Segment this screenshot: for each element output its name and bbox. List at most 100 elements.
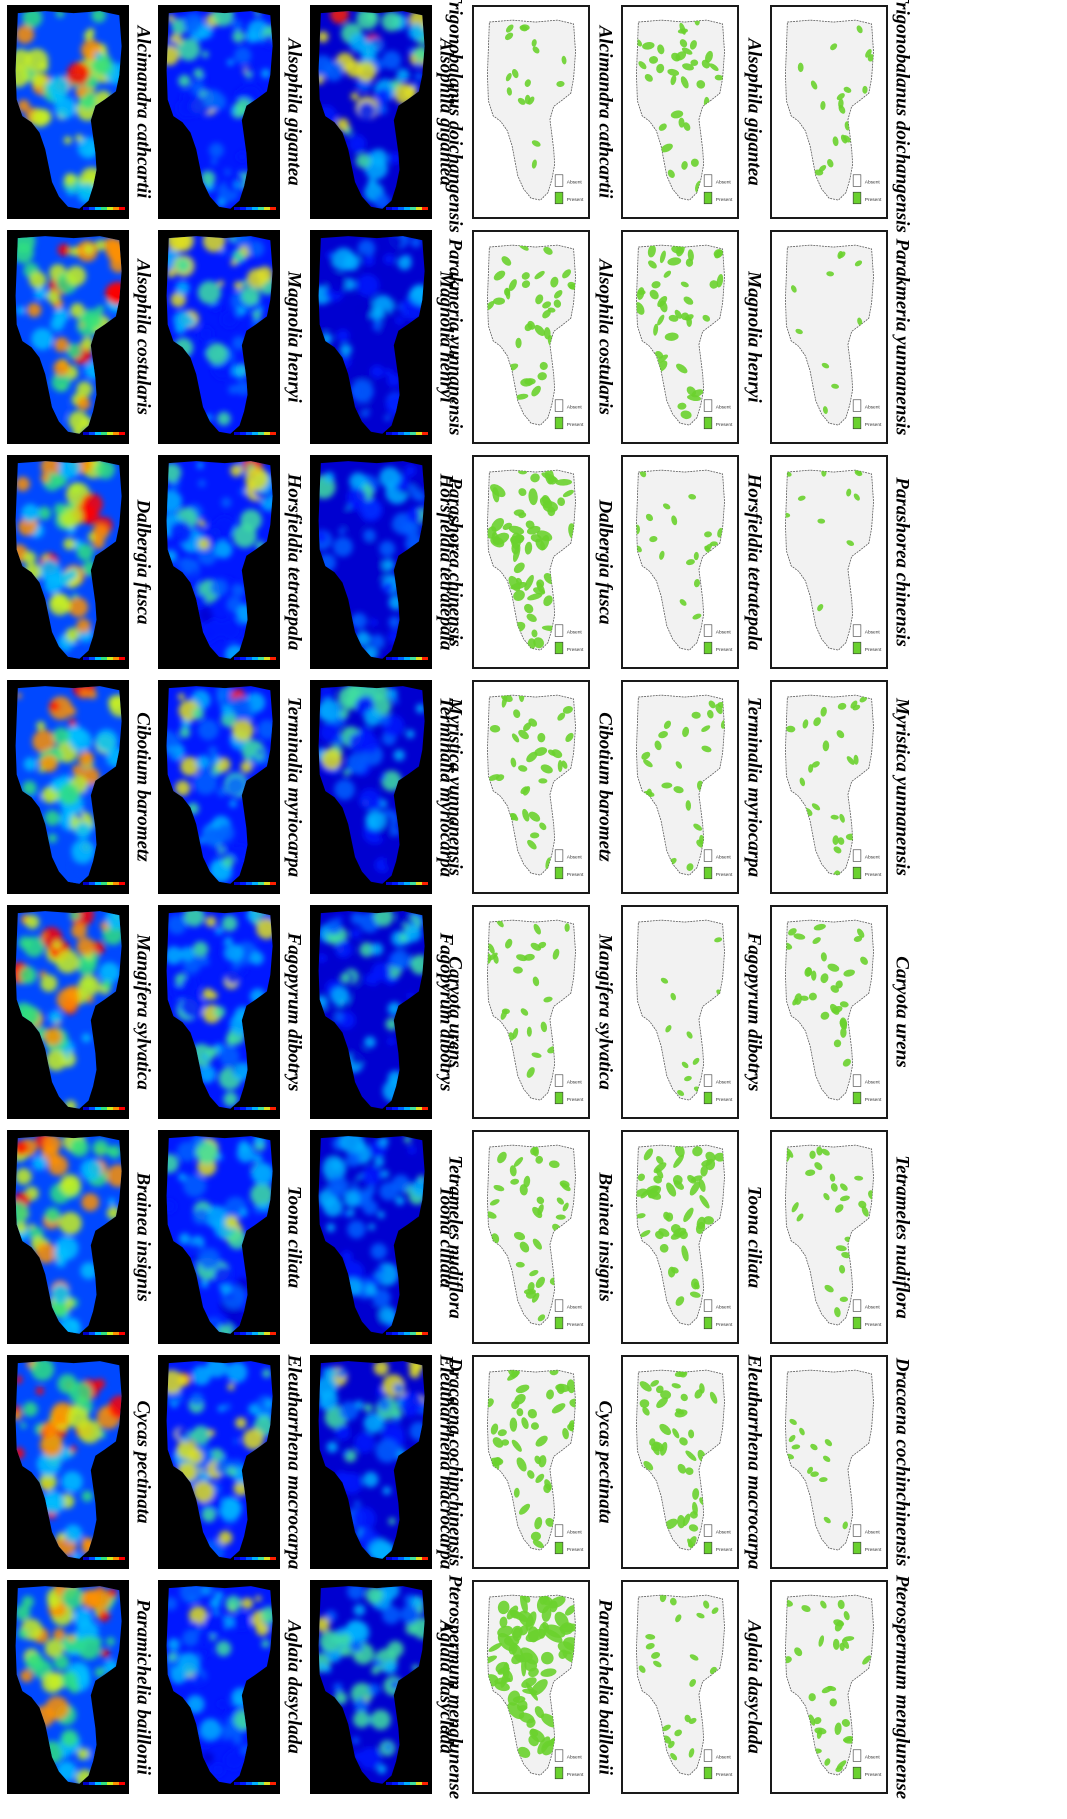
legend-absent-label: Absent [865,1079,881,1085]
presence-map: Absent Present [472,905,590,1119]
legend-absent-label: Absent [716,1754,732,1760]
species-label: Aglaia dasyclada [743,1620,765,1754]
suitability-map [158,1580,280,1794]
species-label: Parashorea chinensis [444,477,466,647]
suitability-map [158,230,280,444]
species-label: Eleutharrhena macrocarpa [743,1354,765,1570]
suitability-map [7,1130,129,1344]
species-label: Cycas pectinata [132,1400,154,1524]
suitability-map [158,905,280,1119]
legend-absent-label: Absent [716,1304,732,1310]
species-label: Toona ciliata [743,1185,765,1289]
species-label: Dalbergia fusca [594,499,616,625]
species-label: Mangifera sylvatica [132,934,154,1090]
legend-present-label: Present [567,197,584,203]
species-label: Pterospermum menglunense [891,1574,913,1800]
legend-present-label: Present [567,647,584,653]
presence-map: Absent Present [472,455,590,669]
legend-absent-label: Absent [716,404,732,410]
legend-present-label: Present [567,1772,584,1778]
presence-map: Absent Present [621,680,739,894]
legend-absent-label: Absent [865,179,881,185]
suitability-map [310,905,432,1119]
legend-present-label: Present [567,422,584,428]
legend-present-label: Present [865,197,882,203]
legend-present-label: Present [716,1097,733,1103]
presence-map: Absent Present [770,5,888,219]
presence-map: Absent Present [621,1355,739,1569]
species-label: Alsophila gigantea [743,38,765,186]
species-label: Myristica yunnanensis [444,698,466,876]
presence-map: Absent Present [770,1355,888,1569]
suitability-map [7,680,129,894]
species-label: Cibotium barometz [594,712,616,862]
legend-absent-label: Absent [865,1529,881,1535]
species-label: Brainea insignis [594,1172,616,1302]
presence-map: Absent Present [472,1580,590,1794]
suitability-map [7,455,129,669]
suitability-map [310,230,432,444]
presence-map: Absent Present [621,1580,739,1794]
presence-map: Absent Present [770,680,888,894]
suitability-map [310,455,432,669]
suitability-map [7,1355,129,1569]
legend-present-label: Present [716,647,733,653]
suitability-map [158,1355,280,1569]
species-label: Eleutharrhena macrocarpa [283,1354,305,1570]
presence-map: Absent Present [621,5,739,219]
legend-present-label: Present [865,422,882,428]
presence-map: Absent Present [472,5,590,219]
legend-absent-label: Absent [865,1304,881,1310]
legend-present-label: Present [716,1772,733,1778]
legend-absent-label: Absent [865,854,881,860]
legend-present-label: Present [716,422,733,428]
species-label: Alsophila costularis [132,259,154,415]
species-label: Caryota urens [891,956,913,1068]
presence-map: Absent Present [472,230,590,444]
legend-absent-label: Absent [865,1754,881,1760]
legend-absent-label: Absent [567,404,583,410]
species-label: Paramichelia baillonii [132,1599,154,1775]
species-label: Parakmeria yunnanensis [444,238,466,436]
legend-absent-label: Absent [567,1754,583,1760]
species-label: Alsophila gigantea [283,38,305,186]
legend-absent-label: Absent [567,1079,583,1085]
legend-present-label: Present [865,1547,882,1553]
legend-absent-label: Absent [567,1529,583,1535]
presence-map: Absent Present [621,455,739,669]
species-label: Cycas pectinata [594,1400,616,1524]
presence-map: Absent Present [770,1580,888,1794]
suitability-map [310,1355,432,1569]
species-label: Trigonobalanus doichangensis [444,0,466,233]
legend-present-label: Present [865,872,882,878]
presence-map: Absent Present [621,905,739,1119]
species-label: Alsophila costularis [594,259,616,415]
presence-map: Absent Present [621,1130,739,1344]
presence-map: Absent Present [621,230,739,444]
legend-absent-label: Absent [567,1304,583,1310]
suitability-map [310,680,432,894]
suitability-map [7,5,129,219]
legend-absent-label: Absent [865,404,881,410]
species-label: Horsfieldia tetratepala [743,473,765,651]
species-label: Tetrameles nudiflora [891,1155,913,1319]
legend-absent-label: Absent [567,179,583,185]
species-label: Mangifera sylvatica [594,934,616,1090]
suitability-map [158,5,280,219]
presence-map: Absent Present [770,455,888,669]
legend-absent-label: Absent [865,629,881,635]
species-label: Myristica yunnanensis [891,698,913,876]
species-label: Horsfieldia tetratepala [283,473,305,651]
suitability-map [158,1130,280,1344]
presence-map: Absent Present [770,230,888,444]
presence-map: Absent Present [770,905,888,1119]
species-label: Dracaena cochinchinensis [891,1357,913,1567]
legend-present-label: Present [567,872,584,878]
species-label: Dracaena cochinchinensis [444,1357,466,1567]
legend-absent-label: Absent [716,854,732,860]
species-label: Parakmeria yunnanensis [891,238,913,436]
legend-present-label: Present [716,1322,733,1328]
species-label: Brainea insignis [132,1172,154,1302]
presence-map: Absent Present [472,1355,590,1569]
legend-present-label: Present [567,1322,584,1328]
